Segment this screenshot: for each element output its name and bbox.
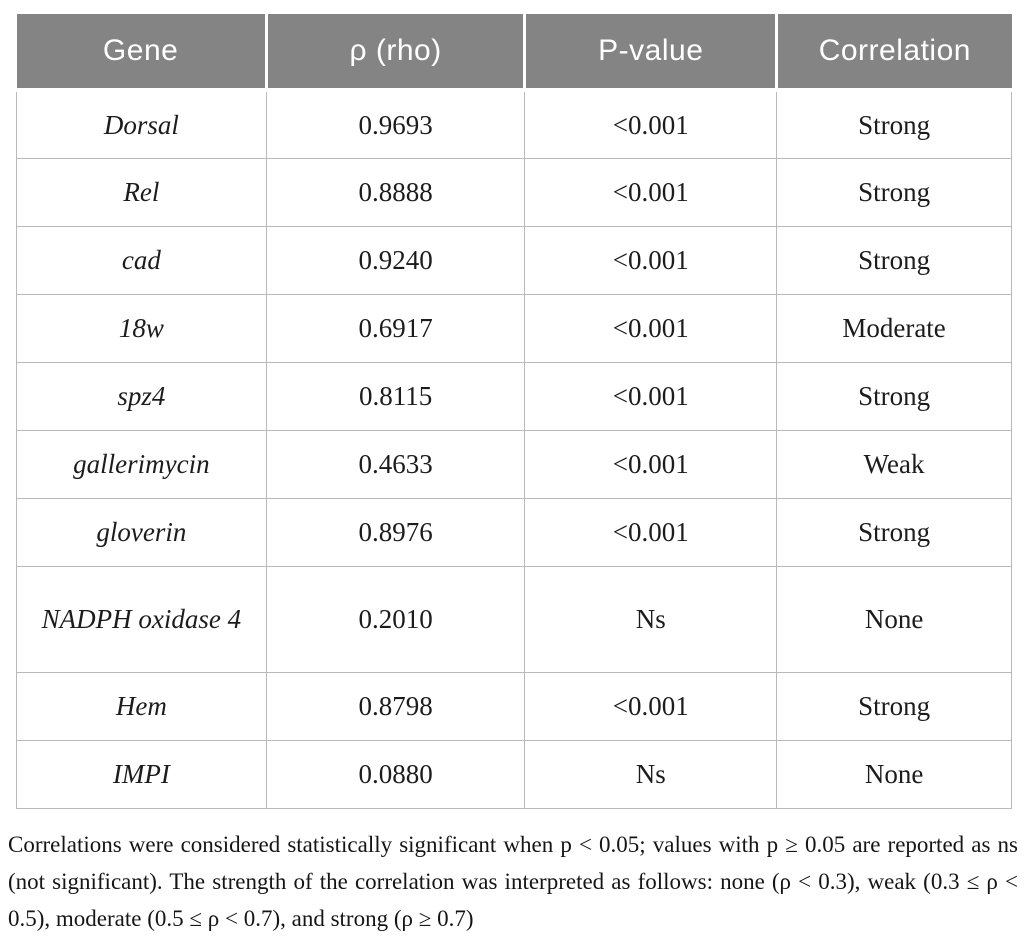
column-header-p-value: P-value (524, 14, 779, 92)
gene-cell: spz4 (16, 361, 267, 431)
correlation-cell: Strong (776, 89, 1012, 159)
gene-cell: Rel (16, 157, 267, 227)
correlation-cell: None (776, 739, 1012, 809)
p-value-cell: <0.001 (524, 671, 778, 741)
correlation-cell: Weak (776, 429, 1012, 499)
correlation-cell: Strong (776, 225, 1012, 295)
column-header-gene: Gene (16, 14, 268, 92)
rho-cell: 0.8976 (265, 497, 526, 567)
table-row: Hem 0.8798 <0.001 Strong (16, 671, 1012, 741)
table-row: IMPI 0.0880 Ns None (16, 739, 1012, 809)
correlation-cell: None (776, 565, 1012, 673)
correlation-table: Gene ρ (rho) P-value Correlation Dorsal … (16, 14, 1012, 809)
table-row: Rel 0.8888 <0.001 Strong (16, 157, 1012, 227)
correlation-cell: Strong (776, 497, 1012, 567)
rho-cell: 0.9240 (265, 225, 526, 295)
rho-cell: 0.4633 (265, 429, 526, 499)
table-footnote: Correlations were considered statistical… (8, 832, 1018, 931)
table-header: Gene ρ (rho) P-value Correlation (16, 14, 1012, 92)
table-row: NADPH oxidase 4 0.2010 Ns None (16, 565, 1012, 673)
table-row: gallerimycin 0.4633 <0.001 Weak (16, 429, 1012, 499)
gene-cell: gloverin (16, 497, 267, 567)
column-header-rho: ρ (rho) (266, 14, 527, 92)
p-value-cell: <0.001 (524, 293, 778, 363)
p-value-cell: <0.001 (524, 429, 778, 499)
rho-cell: 0.0880 (265, 739, 526, 809)
table-row: Dorsal 0.9693 <0.001 Strong (16, 89, 1012, 159)
table-row: cad 0.9240 <0.001 Strong (16, 225, 1012, 295)
p-value-cell: <0.001 (524, 89, 778, 159)
rho-cell: 0.2010 (265, 565, 526, 673)
p-value-cell: <0.001 (524, 361, 778, 431)
table-row: spz4 0.8115 <0.001 Strong (16, 361, 1012, 431)
rho-cell: 0.9693 (265, 89, 526, 159)
gene-cell: NADPH oxidase 4 (16, 565, 267, 673)
rho-cell: 0.8888 (265, 157, 526, 227)
column-header-correlation: Correlation (776, 14, 1012, 92)
p-value-cell: <0.001 (524, 497, 778, 567)
gene-cell: Dorsal (16, 89, 267, 159)
correlation-cell: Strong (776, 361, 1012, 431)
rho-cell: 0.8798 (265, 671, 526, 741)
gene-cell: gallerimycin (16, 429, 267, 499)
p-value-cell: Ns (524, 739, 778, 809)
correlation-cell: Strong (776, 671, 1012, 741)
table-row: 18w 0.6917 <0.001 Moderate (16, 293, 1012, 363)
p-value-cell: <0.001 (524, 225, 778, 295)
p-value-cell: Ns (524, 565, 778, 673)
correlation-cell: Moderate (776, 293, 1012, 363)
correlation-table-figure: Gene ρ (rho) P-value Correlation Dorsal … (16, 14, 1012, 809)
gene-cell: cad (16, 225, 267, 295)
gene-cell: Hem (16, 671, 267, 741)
rho-cell: 0.8115 (265, 361, 526, 431)
gene-cell: 18w (16, 293, 267, 363)
rho-cell: 0.6917 (265, 293, 526, 363)
header-row: Gene ρ (rho) P-value Correlation (16, 14, 1012, 92)
correlation-cell: Strong (776, 157, 1012, 227)
table-body: Dorsal 0.9693 <0.001 Strong Rel 0.8888 <… (16, 89, 1012, 809)
gene-cell: IMPI (16, 739, 267, 809)
table-row: gloverin 0.8976 <0.001 Strong (16, 497, 1012, 567)
p-value-cell: <0.001 (524, 157, 778, 227)
